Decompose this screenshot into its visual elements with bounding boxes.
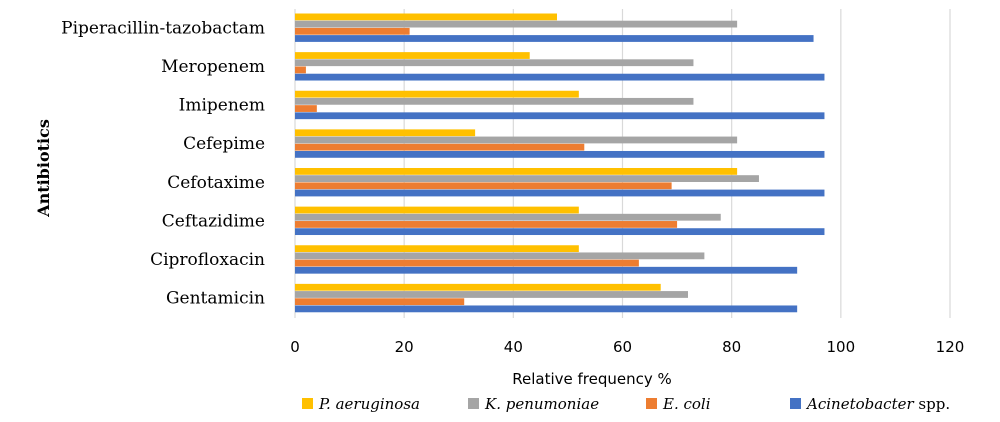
bar: [295, 90, 579, 98]
x-tick-label: 60: [613, 338, 632, 356]
bar: [295, 228, 825, 236]
bars: [295, 13, 825, 313]
bar: [295, 136, 738, 144]
y-axis-title: Antibiotics: [34, 119, 53, 218]
bar: [295, 105, 317, 112]
legend-item: P. aeruginosa: [302, 395, 420, 413]
legend-swatch: [790, 398, 801, 409]
x-tick-label: 0: [290, 338, 300, 356]
bar: [295, 112, 825, 120]
bar: [295, 245, 579, 253]
legend-swatch: [302, 398, 313, 409]
bar: [295, 66, 306, 74]
bar: [295, 20, 738, 28]
bar: [295, 305, 798, 313]
legend-label: Acinetobacter spp.: [805, 395, 950, 413]
category-label: Cefotaxime: [167, 173, 265, 193]
bar: [295, 213, 721, 221]
bar: [295, 221, 678, 228]
x-tick-label: 120: [936, 338, 965, 356]
x-tick-label: 80: [722, 338, 741, 356]
bar: [295, 182, 672, 190]
x-tick-label: 100: [827, 338, 856, 356]
bar: [295, 175, 759, 182]
bar: [295, 129, 476, 137]
category-label: Gentamicin: [166, 289, 265, 309]
bar: [295, 97, 694, 105]
legend-label: P. aeruginosa: [318, 395, 420, 413]
legend-item: E. coli: [646, 395, 711, 413]
x-axis-title: Relative frequency %: [512, 370, 672, 388]
legend-item: Acinetobacter spp.: [790, 395, 950, 413]
x-tick-labels: 0 20 40 60 80 100 120: [290, 338, 964, 356]
bar: [295, 143, 585, 151]
bar: [295, 168, 738, 175]
x-tick-label: 40: [504, 338, 523, 356]
legend: P. aeruginosa K. penumoniae E. coli Acineto…: [302, 395, 950, 413]
bar: [295, 35, 814, 42]
category-label: Cefepime: [183, 134, 265, 154]
bar: [295, 27, 410, 35]
legend-swatch: [646, 398, 657, 409]
bar: [295, 52, 530, 59]
bar: [295, 59, 694, 67]
category-label: Ciprofloxacin: [150, 250, 265, 270]
category-label: Ceftazidime: [162, 211, 265, 231]
legend-swatch: [468, 398, 479, 409]
bar: [295, 189, 825, 197]
legend-item: K. penumoniae: [468, 395, 599, 413]
bar: [295, 291, 688, 298]
bar: [295, 283, 661, 291]
legend-label: K. penumoniae: [484, 395, 599, 413]
category-label: Imipenem: [179, 96, 265, 116]
x-tick-label: 20: [395, 338, 414, 356]
category-labels: Piperacillin-tazobactam Meropenem Imipenem…: [61, 18, 265, 308]
bar: [295, 252, 705, 260]
bar: [295, 259, 639, 267]
bar: [295, 206, 579, 214]
category-label: Meropenem: [161, 57, 265, 77]
bar: [295, 73, 825, 81]
bar: [295, 298, 465, 306]
category-label: Piperacillin-tazobactam: [61, 18, 265, 38]
bar: [295, 13, 557, 21]
bar: [295, 150, 825, 158]
legend-label: E. coli: [662, 395, 711, 413]
bar: [295, 266, 798, 274]
